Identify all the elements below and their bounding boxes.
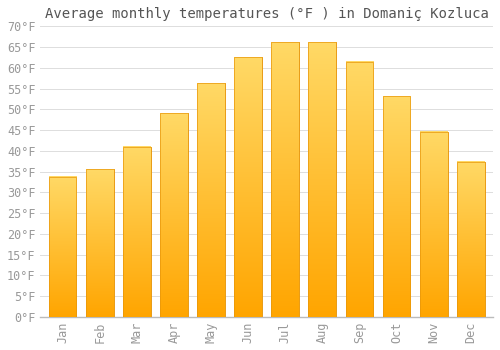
Bar: [272, 42, 299, 317]
Bar: [86, 169, 114, 317]
Bar: [420, 132, 448, 317]
Bar: [308, 42, 336, 317]
Bar: [197, 83, 225, 317]
Bar: [234, 57, 262, 317]
Bar: [86, 169, 114, 317]
Bar: [123, 147, 150, 317]
Bar: [457, 162, 484, 317]
Bar: [457, 162, 484, 317]
Bar: [197, 83, 225, 317]
Bar: [346, 62, 374, 317]
Title: Average monthly temperatures (°F ) in Domaniç Kozluca: Average monthly temperatures (°F ) in Do…: [44, 7, 488, 21]
Bar: [123, 147, 150, 317]
Bar: [420, 132, 448, 317]
Bar: [160, 113, 188, 317]
Bar: [48, 176, 76, 317]
Bar: [382, 96, 410, 317]
Bar: [272, 42, 299, 317]
Bar: [382, 96, 410, 317]
Bar: [346, 62, 374, 317]
Bar: [160, 113, 188, 317]
Bar: [308, 42, 336, 317]
Bar: [48, 176, 76, 317]
Bar: [234, 57, 262, 317]
